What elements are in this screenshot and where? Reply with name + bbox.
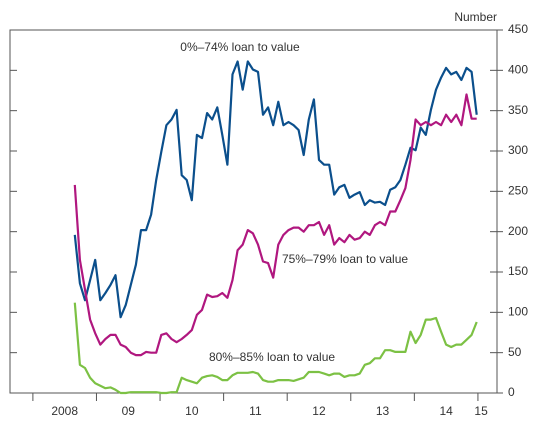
x-tick-label: 12 — [312, 404, 326, 418]
series-line — [73, 93, 477, 357]
y-tick-label: 200 — [508, 224, 528, 238]
y-tick-label: 150 — [508, 264, 528, 278]
series-line — [73, 60, 478, 319]
y-tick-label: 350 — [508, 103, 528, 117]
y-tick-label: 300 — [508, 143, 528, 157]
series-line — [73, 302, 478, 395]
x-tick-label: 11 — [249, 404, 262, 418]
x-tick-label: 10 — [185, 404, 199, 418]
plot-area — [9, 29, 498, 394]
y-tick-label: 0 — [508, 385, 515, 399]
x-tick-label: 2008 — [51, 404, 78, 418]
x-tick-label: 14 — [439, 404, 453, 418]
y-tick-label: 400 — [508, 63, 528, 77]
y-tick-label: 100 — [508, 305, 528, 319]
x-tick-label: 13 — [376, 404, 390, 418]
y-tick-label: 50 — [508, 345, 522, 359]
series-label: 0%–74% loan to value — [180, 40, 300, 54]
y-tick-label: 450 — [508, 22, 528, 36]
y-tick-label: 250 — [508, 184, 528, 198]
x-tick-label: 09 — [122, 404, 136, 418]
x-tick-label: 15 — [474, 404, 488, 418]
series-label: 80%–85% loan to value — [209, 350, 335, 364]
y-axis-title: Number — [454, 10, 497, 24]
series-label: 75%–79% loan to value — [282, 252, 408, 266]
